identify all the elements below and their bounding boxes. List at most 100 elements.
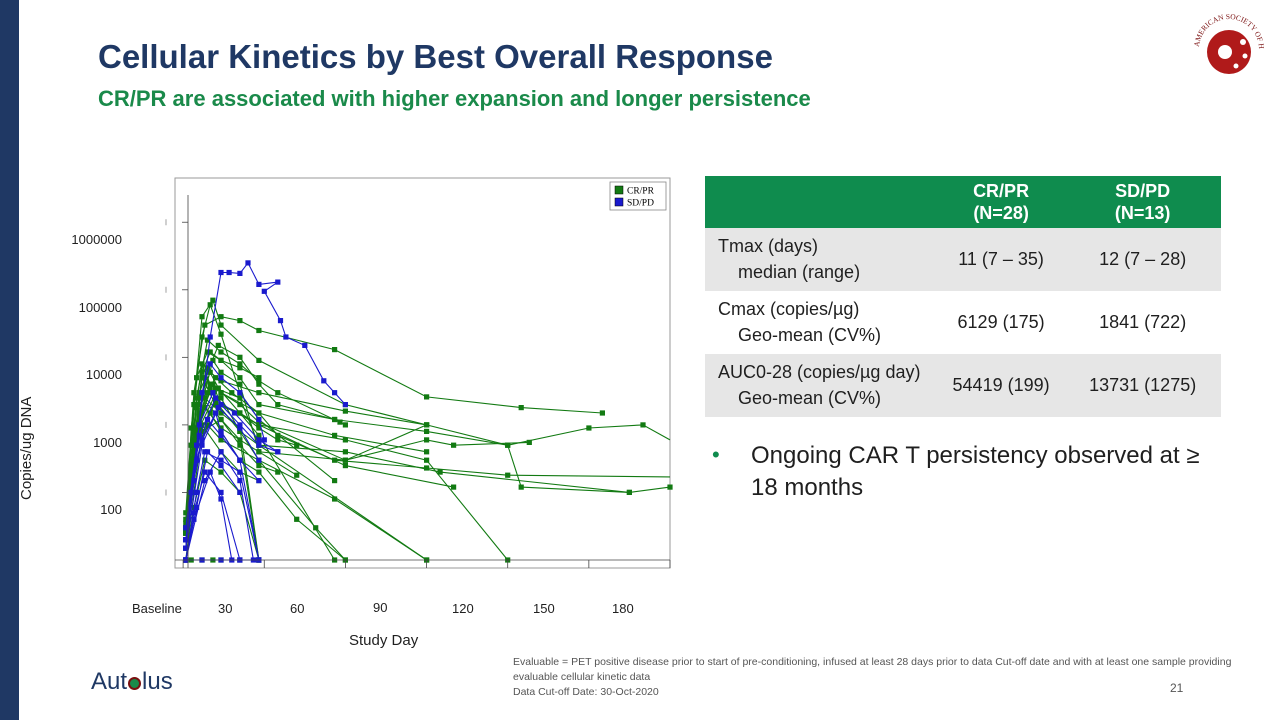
data-point-crpr — [313, 525, 319, 531]
data-point-crpr — [199, 361, 205, 367]
data-point-sdpd — [231, 410, 238, 416]
data-point-crpr — [191, 442, 197, 448]
metric-cell: Tmax (days) median (range) — [705, 228, 938, 291]
data-point-crpr — [237, 381, 243, 387]
x-tick-label: Baseline — [132, 601, 182, 616]
page-title: Cellular Kinetics by Best Overall Respon… — [98, 38, 773, 75]
series-line-sdpd — [185, 450, 260, 561]
bullet-text: Ongoing CAR T persistency observed at ≥ … — [751, 442, 1200, 502]
data-point-crpr — [256, 449, 262, 455]
data-point-crpr — [342, 408, 348, 414]
y-tick-label: 10000 — [85, 367, 122, 383]
metric-stat: median (range) — [738, 261, 861, 282]
data-point-sdpd — [226, 269, 232, 276]
data-point-sdpd — [199, 442, 205, 448]
metric-stat: Geo-mean (CV%) — [738, 387, 882, 408]
crpr-header-label: CR/PR — [973, 180, 1030, 201]
data-point-crpr — [332, 478, 338, 484]
data-point-sdpd — [204, 449, 211, 455]
data-point-crpr — [424, 394, 430, 400]
data-point-crpr — [204, 337, 211, 343]
data-point-sdpd — [218, 457, 224, 463]
data-point-crpr — [202, 322, 208, 328]
x-tick-label: 90 — [373, 600, 388, 615]
data-point-crpr — [599, 410, 605, 416]
data-point-crpr — [237, 375, 243, 381]
metric-name: AUC0-28 (copies/µg day) — [718, 362, 921, 383]
data-point-crpr — [342, 463, 348, 469]
data-point-crpr — [218, 331, 224, 337]
data-point-crpr — [218, 395, 224, 401]
data-point-sdpd — [215, 405, 221, 411]
crpr-value: 11 (7 – 35) — [937, 228, 1065, 291]
data-point-crpr — [451, 484, 457, 490]
data-point-crpr — [256, 425, 262, 431]
data-point-sdpd — [218, 402, 224, 408]
data-point-crpr — [199, 428, 205, 434]
data-point-crpr — [210, 357, 216, 363]
data-point-crpr — [191, 402, 197, 408]
data-point-crpr — [196, 402, 202, 408]
data-point-sdpd — [321, 378, 327, 384]
kinetics-chart: CR/PR SD/PD — [165, 177, 673, 569]
data-point-crpr — [218, 357, 224, 363]
data-point-crpr — [218, 390, 224, 396]
data-point-sdpd — [237, 469, 243, 475]
data-point-sdpd — [256, 478, 262, 484]
data-point-sdpd — [275, 279, 281, 285]
data-point-sdpd — [218, 489, 224, 495]
data-point-sdpd — [191, 516, 197, 522]
data-point-crpr — [204, 422, 211, 428]
data-point-sdpd — [218, 496, 224, 502]
footnote: Evaluable = PET positive disease prior t… — [513, 655, 1233, 701]
sdpd-header-n: (N=13) — [1114, 203, 1171, 223]
data-point-sdpd — [261, 437, 267, 443]
sdpd-value: 1841 (722) — [1099, 311, 1187, 332]
autolus-o-icon — [128, 677, 142, 690]
data-point-crpr — [194, 437, 200, 443]
data-point-sdpd — [237, 457, 243, 463]
series-layer — [183, 260, 673, 563]
data-point-crpr — [202, 395, 208, 401]
legend-label-sdpd: SD/PD — [627, 199, 654, 209]
data-point-sdpd — [199, 390, 205, 396]
data-point-crpr — [188, 442, 194, 448]
data-point-crpr — [424, 437, 430, 443]
data-point-sdpd — [183, 537, 189, 543]
y-tick-label: 100 — [100, 502, 122, 518]
data-point-crpr — [626, 489, 632, 495]
data-point-crpr — [342, 437, 348, 443]
autolus-logo-post: lus — [142, 668, 173, 695]
table-row: Cmax (copies/µg) Geo-mean (CV%) 6129 (17… — [705, 291, 1221, 354]
data-point-sdpd — [218, 375, 224, 381]
data-point-crpr — [437, 469, 443, 475]
data-point-crpr — [191, 390, 197, 396]
data-point-crpr — [213, 385, 219, 391]
data-point-sdpd — [237, 489, 243, 495]
data-point-sdpd — [332, 390, 338, 396]
data-point-crpr — [256, 381, 262, 387]
data-point-sdpd — [256, 437, 262, 443]
data-point-sdpd — [283, 334, 289, 340]
y-tick-label: 1000000 — [71, 232, 122, 248]
data-point-crpr — [215, 385, 221, 391]
data-point-crpr — [256, 410, 262, 416]
data-point-sdpd — [191, 510, 197, 516]
data-point-sdpd — [202, 449, 208, 455]
data-point-crpr — [202, 457, 208, 463]
series-line-crpr — [185, 351, 671, 520]
data-point-crpr — [199, 369, 205, 375]
data-point-crpr — [194, 405, 200, 411]
y-tick-label: 1000 — [93, 434, 122, 450]
data-point-sdpd — [237, 422, 243, 428]
data-point-crpr — [256, 419, 262, 425]
sdpd-header-label: SD/PD — [1115, 180, 1171, 201]
data-point-sdpd — [218, 269, 224, 276]
data-point-sdpd — [210, 390, 216, 396]
data-point-crpr — [199, 314, 205, 320]
data-point-sdpd — [196, 422, 202, 428]
data-point-crpr — [207, 385, 213, 391]
x-tick-label: 30 — [218, 601, 233, 616]
sdpd-value: 12 (7 – 28) — [1064, 228, 1221, 291]
data-point-crpr — [218, 378, 224, 384]
